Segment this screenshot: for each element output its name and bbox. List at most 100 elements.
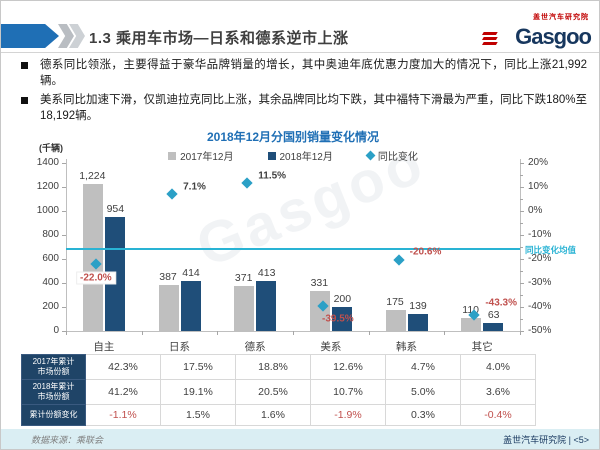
table-row: 累计份额变化 -1.1% 1.5% 1.6% -1.9% 0.3% -0.4% (21, 404, 536, 426)
bar-2017 (158, 284, 179, 331)
category-label: 韩系 (395, 341, 417, 353)
avg-change-line-label: 同比变化均值 (525, 245, 577, 256)
yoy-change-label: -20.6% (409, 246, 442, 258)
y-axis-left-tick-label: 1000 (36, 205, 59, 216)
category-label: 自主 (93, 341, 115, 353)
market-share-table: 2017年累计 市场份额 42.3% 17.5% 18.8% 12.6% 4.7% 4.0%… (21, 354, 536, 426)
table-cell: 12.6% (310, 354, 386, 380)
y-axis-left-tick-label: 1200 (36, 181, 59, 192)
bar-value-label: 414 (182, 267, 200, 280)
bar-2017 (461, 317, 482, 331)
legend-diamond-icon (365, 150, 376, 161)
chart-legend: 2017年12月 2018年12月 同比变化 (93, 148, 493, 163)
y-axis-left-tick (62, 235, 66, 236)
bar-value-label: 175 (386, 296, 404, 308)
table-cell: 10.7% (310, 379, 386, 405)
table-cell: -1.9% (310, 404, 386, 426)
y-axis-left (66, 159, 67, 332)
yoy-change-label: -22.0% (75, 271, 116, 285)
y-axis-left-tick (62, 259, 66, 260)
yoy-diamond-icon (468, 309, 480, 321)
x-axis-tick (66, 331, 67, 335)
y-axis-left-tick-label: 400 (42, 277, 59, 288)
y-axis-right-tick (520, 187, 524, 188)
y-axis-left-tick-label: 600 (42, 253, 59, 264)
table-cell: 5.0% (385, 379, 461, 405)
gasgoo-logo: 盖世汽车研究院 Gasgoo (481, 10, 592, 48)
y-axis-left-tick (62, 331, 66, 332)
bar-2018 (180, 281, 201, 331)
yoy-diamond-icon (392, 254, 405, 267)
y-axis-right-minor-tick (520, 175, 523, 176)
y-axis-right-tick (520, 235, 524, 236)
table-cell: 4.0% (460, 354, 536, 380)
y-axis-right-tick (520, 211, 524, 212)
y-axis-right-tick (520, 331, 524, 332)
table-row-header: 2018年累计 市场份额 (21, 379, 86, 405)
bar-value-label: 1,224 (79, 170, 106, 183)
bar-2017 (234, 286, 255, 331)
legend-label: 2017年12月 (180, 152, 234, 163)
table-cell: 17.5% (160, 354, 236, 380)
yoy-diamond-icon (165, 188, 178, 200)
title-banner-arrow (1, 24, 59, 48)
category-label: 日系 (168, 341, 190, 353)
bullet-list: 德系同比领涨，主要得益于豪华品牌销量的增长，其中奥迪年底优惠力度加大的情况下，同… (21, 58, 587, 128)
category-label: 德系 (244, 341, 266, 353)
footer-band: 数据来源：乘联会 盖世汽车研究院 | <5> (1, 429, 599, 449)
chevron-icon (58, 24, 74, 48)
table-cell: 4.7% (385, 354, 461, 380)
y-axis-right-minor-tick (520, 199, 523, 200)
y-axis-right-tick-label: -40% (528, 301, 552, 312)
footer-credit: 盖世汽车研究院 | <5> (503, 435, 589, 445)
bar-2018 (104, 216, 125, 331)
bar-2017 (385, 310, 406, 331)
y-axis-right (520, 159, 521, 332)
table-cell: 1.5% (160, 404, 236, 426)
table-row: 2018年累计 市场份额 41.2% 19.1% 20.5% 10.7% 5.0% 3.6% (21, 379, 536, 405)
category-label: 其它 (471, 341, 493, 353)
table-cell: 41.2% (85, 379, 161, 405)
table-cell: -1.1% (85, 404, 161, 426)
logo-stripe-icon (482, 36, 498, 39)
y-axis-left-tick-label: 0 (53, 325, 59, 336)
table-row-header: 2017年累计 市场份额 (21, 354, 86, 380)
axis-unit-label: (千辆) (39, 143, 63, 153)
x-axis-tick (141, 331, 143, 335)
table-cell: -0.4% (460, 404, 536, 426)
table-cell: 0.3% (385, 404, 461, 426)
y-axis-right-tick-label: 0% (528, 205, 543, 216)
y-axis-left-tick-label: 200 (42, 301, 59, 312)
y-axis-right-minor-tick (520, 271, 523, 272)
y-axis-right-tick (520, 259, 524, 260)
y-axis-right-minor-tick (520, 319, 523, 320)
bar-2018 (407, 314, 428, 331)
yoy-change-label: 11.5% (258, 170, 287, 182)
category-label: 美系 (320, 341, 342, 353)
bar-2017 (82, 184, 103, 331)
y-axis-right-tick-label: 10% (528, 181, 549, 192)
x-axis-tick (444, 331, 446, 335)
x-axis-tick (368, 331, 370, 335)
logo-stripe-icon (482, 41, 498, 44)
bar-value-label: 387 (159, 270, 177, 283)
y-axis-left-tick-label: 800 (42, 229, 59, 240)
bar-2017 (309, 291, 330, 331)
table-cell: 18.8% (235, 354, 311, 380)
y-axis-left-tick (62, 187, 66, 188)
y-axis-right-tick-label: -30% (528, 277, 552, 288)
x-axis-tick (217, 331, 219, 335)
bar-value-label: 413 (257, 267, 276, 280)
legend-item: 同比变化 (365, 148, 418, 163)
bar-2018 (256, 281, 277, 331)
legend-2018-swatch-icon (267, 151, 276, 160)
bullet-text: 德系同比领涨，主要得益于豪华品牌销量的增长，其中奥迪年底优惠力度加大的情况下，同… (40, 59, 587, 87)
bullet-square-icon (21, 97, 28, 104)
y-axis-right-tick (520, 307, 524, 308)
legend-item: 2017年12月 (168, 148, 234, 163)
legend-label: 2018年12月 (279, 152, 333, 163)
watermark: Gasgoo (187, 129, 435, 280)
yoy-change-label: -39.5% (321, 313, 354, 325)
page-title: 1.3 乘用车市场—日系和德系逆市上涨 (89, 30, 349, 47)
